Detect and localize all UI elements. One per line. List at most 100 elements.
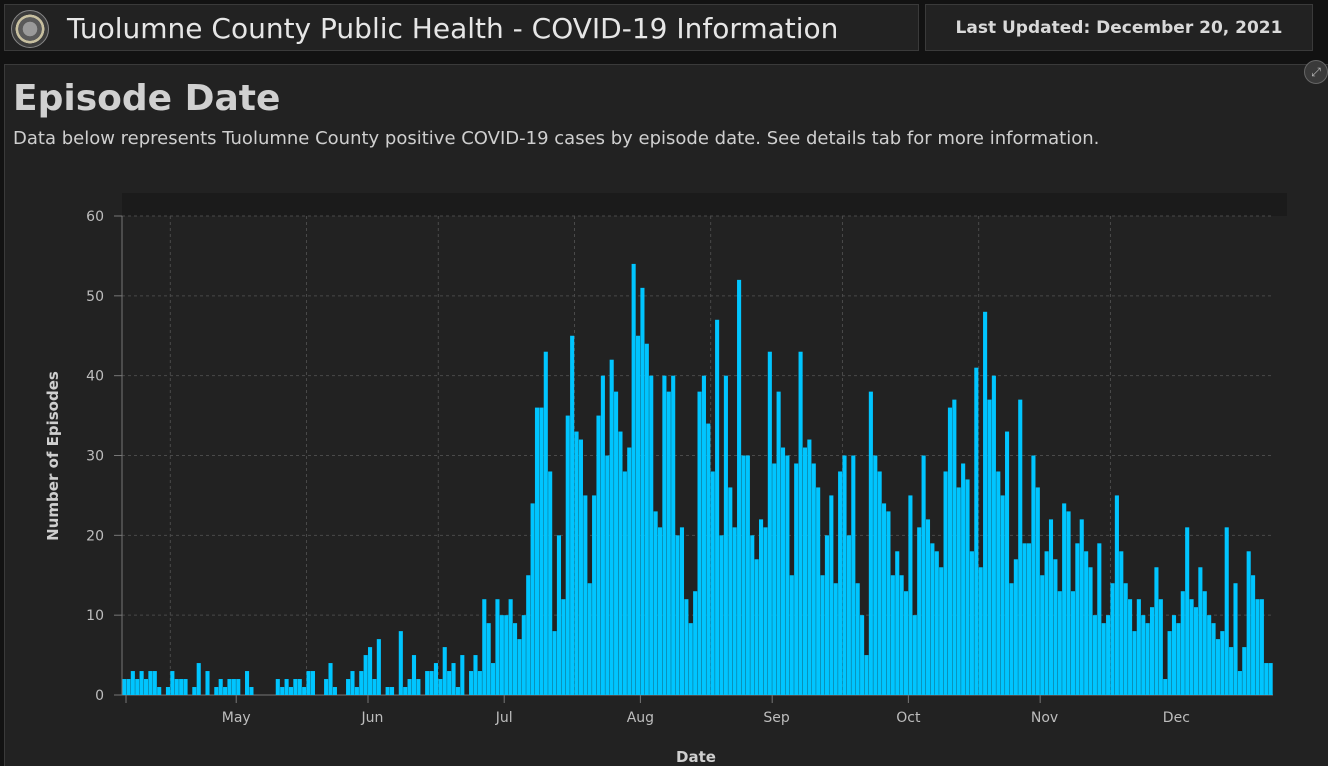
episode-bar[interactable] bbox=[407, 679, 412, 695]
episode-bar[interactable] bbox=[587, 583, 592, 695]
episode-bar[interactable] bbox=[978, 567, 983, 695]
episode-bar[interactable] bbox=[754, 559, 759, 695]
episode-bar[interactable] bbox=[1158, 599, 1163, 695]
episode-bar[interactable] bbox=[983, 311, 988, 695]
episode-bar[interactable] bbox=[1207, 615, 1212, 695]
episode-bar[interactable] bbox=[539, 407, 544, 695]
episode-bar[interactable] bbox=[855, 583, 860, 695]
episode-bar[interactable] bbox=[157, 687, 162, 695]
episode-bar[interactable] bbox=[609, 359, 614, 695]
episode-bar[interactable] bbox=[1176, 623, 1181, 695]
episode-bar[interactable] bbox=[1264, 663, 1269, 695]
episode-bar[interactable] bbox=[1044, 551, 1049, 695]
episode-bar[interactable] bbox=[1211, 623, 1216, 695]
episode-bar[interactable] bbox=[1018, 399, 1023, 695]
episode-bar[interactable] bbox=[961, 463, 966, 695]
episode-bar[interactable] bbox=[139, 671, 144, 695]
episode-bar[interactable] bbox=[1268, 663, 1273, 695]
episode-bar[interactable] bbox=[890, 575, 895, 695]
episode-bar[interactable] bbox=[1251, 575, 1256, 695]
episode-bar[interactable] bbox=[684, 599, 689, 695]
episode-bar[interactable] bbox=[385, 687, 390, 695]
episode-bar[interactable] bbox=[1255, 599, 1260, 695]
episode-bar[interactable] bbox=[223, 687, 228, 695]
episode-bar[interactable] bbox=[1132, 631, 1137, 695]
episode-bar[interactable] bbox=[1220, 631, 1225, 695]
episode-bar[interactable] bbox=[605, 455, 610, 696]
episode-bar[interactable] bbox=[1092, 615, 1097, 695]
episode-bar[interactable] bbox=[508, 599, 513, 695]
episode-bar[interactable] bbox=[750, 535, 755, 695]
episode-bar[interactable] bbox=[1163, 679, 1168, 695]
episode-bar[interactable] bbox=[899, 575, 904, 695]
episode-bar[interactable] bbox=[130, 671, 135, 695]
episode-bar[interactable] bbox=[816, 487, 821, 695]
episode-bar[interactable] bbox=[1106, 615, 1111, 695]
episode-bar[interactable] bbox=[455, 687, 460, 695]
episode-bar[interactable] bbox=[657, 527, 663, 695]
episode-bar[interactable] bbox=[280, 687, 285, 695]
episode-bar[interactable] bbox=[1123, 583, 1128, 695]
episode-bar[interactable] bbox=[1110, 583, 1115, 695]
episode-bar[interactable] bbox=[1009, 583, 1014, 695]
episode-bar[interactable] bbox=[1026, 543, 1032, 695]
episode-bar[interactable] bbox=[772, 463, 777, 695]
episode-bar[interactable] bbox=[723, 375, 728, 695]
episode-bar[interactable] bbox=[851, 455, 856, 696]
episode-bar[interactable] bbox=[350, 671, 355, 695]
episode-bar[interactable] bbox=[811, 463, 816, 695]
episode-bar[interactable] bbox=[368, 647, 373, 695]
episode-bar[interactable] bbox=[780, 447, 786, 695]
episode-bar[interactable] bbox=[284, 679, 289, 695]
episode-bar[interactable] bbox=[486, 623, 491, 695]
episode-bar[interactable] bbox=[833, 583, 838, 695]
episode-bar[interactable] bbox=[1097, 543, 1102, 695]
episode-bar[interactable] bbox=[675, 535, 680, 695]
episode-bar[interactable] bbox=[411, 655, 417, 695]
episode-bar[interactable] bbox=[214, 687, 219, 695]
episode-bar[interactable] bbox=[1062, 503, 1067, 695]
episode-bar[interactable] bbox=[521, 615, 526, 695]
episode-bar[interactable] bbox=[789, 575, 794, 695]
episode-bar[interactable] bbox=[908, 495, 913, 695]
episode-bar[interactable] bbox=[1013, 559, 1018, 695]
episode-bar[interactable] bbox=[842, 455, 847, 696]
episode-bar[interactable] bbox=[135, 679, 140, 695]
episode-bar[interactable] bbox=[653, 511, 658, 695]
episode-bar[interactable] bbox=[543, 351, 548, 695]
episode-bar[interactable] bbox=[912, 615, 917, 695]
episode-bar[interactable] bbox=[389, 687, 395, 695]
episode-bar[interactable] bbox=[697, 391, 702, 695]
episode-bar[interactable] bbox=[363, 655, 368, 695]
episode-bar[interactable] bbox=[947, 407, 952, 695]
episode-bar[interactable] bbox=[614, 391, 619, 695]
episode-bar[interactable] bbox=[574, 431, 579, 695]
episode-bar[interactable] bbox=[205, 671, 210, 695]
episode-bar[interactable] bbox=[354, 687, 359, 695]
episode-bar[interactable] bbox=[530, 503, 535, 695]
episode-bar[interactable] bbox=[1242, 647, 1247, 695]
episode-bar[interactable] bbox=[701, 375, 706, 695]
episode-bar[interactable] bbox=[152, 671, 157, 695]
episode-bar[interactable] bbox=[552, 631, 557, 695]
episode-bar[interactable] bbox=[1229, 647, 1234, 695]
episode-bar[interactable] bbox=[798, 351, 803, 695]
episode-bar[interactable] bbox=[886, 511, 891, 695]
episode-bar[interactable] bbox=[578, 439, 583, 695]
episode-bar[interactable] bbox=[174, 679, 179, 695]
episode-bar[interactable] bbox=[249, 687, 254, 695]
episode-bar[interactable] bbox=[631, 263, 636, 695]
episode-bar[interactable] bbox=[1075, 543, 1080, 695]
episode-bar[interactable] bbox=[1171, 615, 1177, 695]
episode-bar[interactable] bbox=[438, 679, 443, 695]
episode-bar[interactable] bbox=[192, 687, 197, 695]
episode-bar[interactable] bbox=[715, 319, 720, 695]
episode-bar[interactable] bbox=[991, 375, 996, 695]
episode-bar[interactable] bbox=[917, 527, 922, 695]
episode-bar[interactable] bbox=[956, 487, 961, 695]
episode-bar[interactable] bbox=[372, 679, 377, 695]
episode-bar[interactable] bbox=[987, 399, 992, 695]
episode-bar[interactable] bbox=[996, 471, 1001, 695]
episode-bar[interactable] bbox=[425, 671, 430, 695]
episode-bar[interactable] bbox=[306, 671, 311, 695]
